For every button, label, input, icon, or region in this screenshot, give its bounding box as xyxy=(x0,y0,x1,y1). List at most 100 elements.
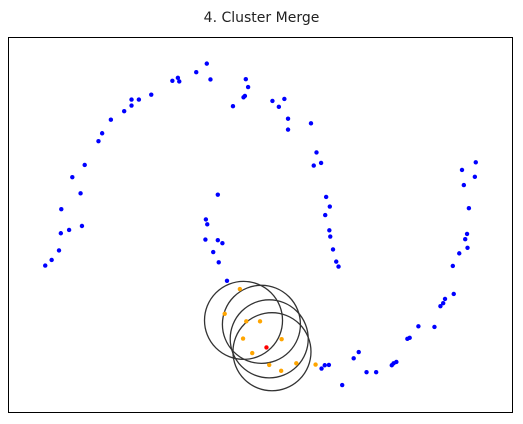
unassigned-point-5 xyxy=(58,231,64,236)
unassigned-point-37 xyxy=(311,163,316,168)
cluster-point-6 xyxy=(250,350,255,356)
unassigned-point-20 xyxy=(177,79,182,84)
unassigned-point-68 xyxy=(407,335,412,341)
unassigned-point-84 xyxy=(473,160,478,165)
unassigned-point-73 xyxy=(440,301,446,306)
unassigned-point-39 xyxy=(323,194,329,200)
unassigned-point-61 xyxy=(356,349,361,355)
unassigned-point-69 xyxy=(416,324,421,329)
unassigned-point-41 xyxy=(323,212,328,218)
unassigned-point-32 xyxy=(282,96,287,102)
points-layer xyxy=(43,61,478,388)
unassigned-point-28 xyxy=(245,84,251,90)
unassigned-point-42 xyxy=(327,228,332,233)
unassigned-point-74 xyxy=(451,291,456,297)
unassigned-point-8 xyxy=(78,191,83,196)
cluster-point-1 xyxy=(237,286,243,292)
unassigned-point-80 xyxy=(466,205,472,211)
unassigned-point-78 xyxy=(465,245,470,250)
cluster-point-2 xyxy=(222,311,227,316)
unassigned-point-52 xyxy=(220,240,225,246)
unassigned-point-40 xyxy=(327,204,333,209)
unassigned-point-6 xyxy=(79,223,85,229)
unassigned-point-81 xyxy=(461,182,467,188)
unassigned-point-75 xyxy=(450,263,456,269)
unassigned-point-10 xyxy=(82,162,87,168)
cluster-point-11 xyxy=(313,362,318,367)
unassigned-point-29 xyxy=(243,76,249,82)
unassigned-point-4 xyxy=(66,227,72,233)
unassigned-point-30 xyxy=(270,98,275,104)
unassigned-point-83 xyxy=(472,174,478,180)
unassigned-point-15 xyxy=(129,103,134,108)
merge-circle-1 xyxy=(203,280,284,361)
unassigned-point-22 xyxy=(194,70,199,75)
unassigned-point-82 xyxy=(459,167,465,173)
unassigned-point-7 xyxy=(59,206,64,212)
unassigned-point-12 xyxy=(99,131,105,136)
unassigned-point-1 xyxy=(43,263,48,268)
unassigned-point-51 xyxy=(215,237,221,243)
unassigned-point-14 xyxy=(121,108,127,114)
unassigned-point-35 xyxy=(308,121,314,126)
unassigned-point-63 xyxy=(373,369,379,375)
unassigned-point-54 xyxy=(216,260,221,265)
unassigned-point-66 xyxy=(394,359,399,365)
unassigned-point-76 xyxy=(457,251,462,256)
unassigned-point-18 xyxy=(149,92,154,97)
cluster-point-8 xyxy=(279,336,284,342)
unassigned-point-2 xyxy=(49,257,54,263)
cluster-point-7 xyxy=(267,362,272,368)
unassigned-point-45 xyxy=(334,259,339,264)
merge-circle-4 xyxy=(232,312,312,392)
unassigned-point-38 xyxy=(318,160,324,166)
unassigned-point-21 xyxy=(175,75,181,81)
unassigned-point-79 xyxy=(464,231,470,237)
unassigned-point-16 xyxy=(129,97,134,102)
unassigned-point-62 xyxy=(364,369,369,375)
unassigned-point-57 xyxy=(322,363,327,368)
unassigned-point-47 xyxy=(215,192,221,197)
unassigned-point-53 xyxy=(211,249,216,255)
cluster-point-9 xyxy=(294,361,299,366)
unassigned-point-48 xyxy=(203,217,209,222)
unassigned-point-50 xyxy=(203,237,208,242)
unassigned-point-55 xyxy=(224,278,230,283)
unassigned-point-34 xyxy=(285,127,291,132)
unassigned-point-44 xyxy=(330,247,336,252)
cluster-point-3 xyxy=(244,319,249,324)
cluster-point-5 xyxy=(240,336,246,341)
unassigned-point-77 xyxy=(463,236,468,242)
unassigned-point-24 xyxy=(208,77,213,82)
unassigned-point-19 xyxy=(170,78,175,83)
unassigned-point-25 xyxy=(230,104,236,109)
circles-layer xyxy=(203,280,312,392)
unassigned-point-9 xyxy=(70,174,75,180)
unassigned-point-17 xyxy=(136,97,142,102)
unassigned-point-56 xyxy=(319,366,324,371)
unassigned-point-60 xyxy=(351,356,356,361)
unassigned-point-3 xyxy=(56,248,62,253)
unassigned-point-11 xyxy=(96,138,101,144)
merge-circle-2 xyxy=(221,284,302,364)
unassigned-point-43 xyxy=(328,234,333,239)
plot-area-frame xyxy=(8,37,513,413)
unassigned-point-13 xyxy=(108,117,114,122)
unassigned-point-36 xyxy=(314,150,319,155)
chart-title: 4. Cluster Merge xyxy=(203,10,320,26)
unassigned-point-70 xyxy=(432,324,437,330)
unassigned-point-72 xyxy=(442,296,448,302)
unassigned-point-31 xyxy=(276,104,282,110)
unassigned-point-27 xyxy=(242,93,248,99)
unassigned-point-58 xyxy=(326,362,332,368)
cluster-point-10 xyxy=(278,368,284,374)
unassigned-point-33 xyxy=(285,116,291,121)
unassigned-point-23 xyxy=(204,61,209,66)
merge-circle-3 xyxy=(229,299,309,379)
unassigned-point-49 xyxy=(205,222,210,227)
cluster-point-4 xyxy=(257,319,263,324)
seed-point-1 xyxy=(264,345,269,350)
unassigned-point-59 xyxy=(340,382,345,388)
unassigned-point-71 xyxy=(438,303,443,309)
